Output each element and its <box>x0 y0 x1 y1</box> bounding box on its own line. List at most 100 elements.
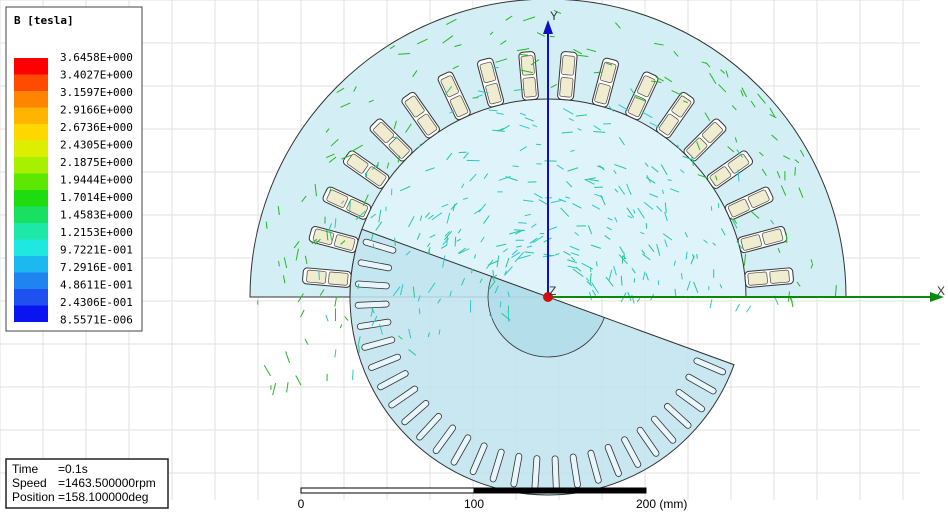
rotor-slot <box>368 353 401 371</box>
slot-coil <box>522 77 537 98</box>
flux-vector <box>286 382 289 393</box>
flux-vector <box>651 80 662 83</box>
flux-vector <box>285 351 291 364</box>
slot-coil <box>520 55 535 76</box>
flux-vector <box>834 285 837 297</box>
flux-vector <box>608 105 615 112</box>
y-arrow <box>543 20 553 34</box>
flux-vector <box>379 323 383 335</box>
slot-coil <box>479 61 496 84</box>
flux-vector <box>705 62 711 68</box>
rotor-slots <box>354 238 727 491</box>
flux-vector <box>743 253 747 266</box>
flux-vector <box>478 203 487 213</box>
flux-vector <box>442 255 446 268</box>
flux-vector <box>328 156 337 163</box>
flux-vector <box>810 259 813 264</box>
flux-vector <box>550 83 558 89</box>
flux-vector <box>444 231 450 237</box>
flux-vector <box>645 176 656 184</box>
flux-vector <box>514 251 524 263</box>
flux-vector <box>736 240 743 250</box>
legend-swatch <box>14 107 48 124</box>
flux-vector <box>618 104 629 111</box>
flux-vector <box>593 125 601 131</box>
flux-vector <box>394 237 396 247</box>
flux-vector <box>325 315 329 322</box>
flux-vector <box>636 297 641 303</box>
legend-label: 3.4027E+000 <box>60 69 133 82</box>
flux-vector <box>513 229 526 231</box>
flux-vector <box>535 143 542 146</box>
flux-vector <box>769 114 777 119</box>
flux-vector <box>427 247 431 255</box>
legend-swatch <box>14 58 48 75</box>
rotor-slot <box>489 448 505 483</box>
flux-vector <box>458 247 467 254</box>
flux-vector <box>593 71 603 74</box>
flux-vector <box>265 221 268 229</box>
flux-vector <box>709 72 717 84</box>
flux-vector <box>642 253 651 261</box>
slot-coil <box>388 137 410 159</box>
flux-vector <box>749 210 760 219</box>
slot-coil <box>404 95 425 118</box>
rotor-shaft <box>487 275 605 358</box>
flux-vector <box>691 155 694 167</box>
flux-vector <box>626 183 632 196</box>
flux-vector <box>555 253 560 256</box>
flux-vector <box>449 110 455 114</box>
legend-label: 8.5571E-006 <box>60 314 133 327</box>
flux-vector <box>428 214 434 220</box>
flux-vector <box>536 32 545 37</box>
flux-vector <box>664 211 668 222</box>
slot-coil <box>326 189 349 208</box>
flux-vector <box>483 173 489 180</box>
flux-vector <box>769 107 776 118</box>
flux-vector <box>329 188 332 194</box>
flux-vector <box>685 251 688 260</box>
legend-label: 3.6458E+000 <box>60 51 133 64</box>
flux-vector <box>577 128 582 131</box>
flux-vector <box>314 183 317 197</box>
flux-vector <box>589 273 592 285</box>
flux-vector <box>725 70 729 78</box>
flux-vector <box>446 212 451 224</box>
flux-vector <box>444 85 453 95</box>
flux-vector <box>505 257 510 268</box>
flux-vector <box>740 89 744 97</box>
flux-vector <box>660 164 668 176</box>
flux-vector <box>524 251 534 254</box>
flux-vector <box>680 273 683 280</box>
rotor-slot <box>361 336 396 351</box>
flux-vector <box>735 303 741 312</box>
legend-swatch <box>14 74 48 91</box>
flux-vector <box>794 159 800 164</box>
legend-label: 1.9444E+000 <box>60 174 133 187</box>
flux-vector <box>516 48 530 52</box>
flux-vector <box>511 249 518 256</box>
rotor-slot <box>377 370 409 391</box>
flux-vector <box>505 15 513 21</box>
flux-vector <box>442 35 454 44</box>
flux-vector <box>733 218 738 224</box>
flux-vector <box>397 155 401 163</box>
flux-vector <box>523 199 534 202</box>
legend-label: 1.2153E+000 <box>60 226 133 239</box>
flux-vector <box>737 169 740 182</box>
flux-vector <box>339 324 343 329</box>
flux-vector <box>664 202 667 213</box>
flux-vector <box>810 263 814 269</box>
flux-vector <box>293 240 300 249</box>
slot-coil <box>761 228 784 245</box>
flux-vector <box>405 123 412 133</box>
flux-vector <box>362 194 369 206</box>
flux-vector <box>523 16 536 22</box>
flux-vector <box>452 65 460 70</box>
flux-vector <box>531 223 537 228</box>
flux-vector <box>340 102 351 108</box>
rotor-slot <box>388 385 419 409</box>
flux-vector <box>606 62 613 66</box>
rotor-slot <box>510 452 523 488</box>
flux-vector <box>674 288 677 296</box>
